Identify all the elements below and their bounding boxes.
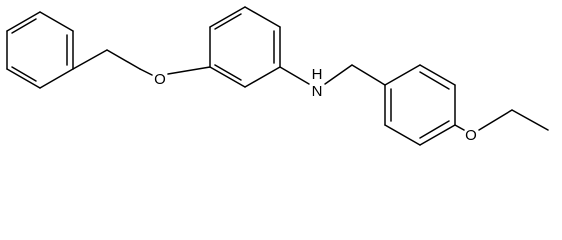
page: {"atoms": [{"label": "O"}, {"label": "H"… bbox=[6, 6, 549, 146]
atom-label: O bbox=[154, 71, 166, 88]
bonds bbox=[6, 6, 549, 146]
atom-label: O bbox=[465, 127, 477, 144]
atom-label: N bbox=[312, 83, 323, 100]
atom-label: H bbox=[312, 66, 323, 83]
structure: O H N O bbox=[6, 6, 549, 146]
